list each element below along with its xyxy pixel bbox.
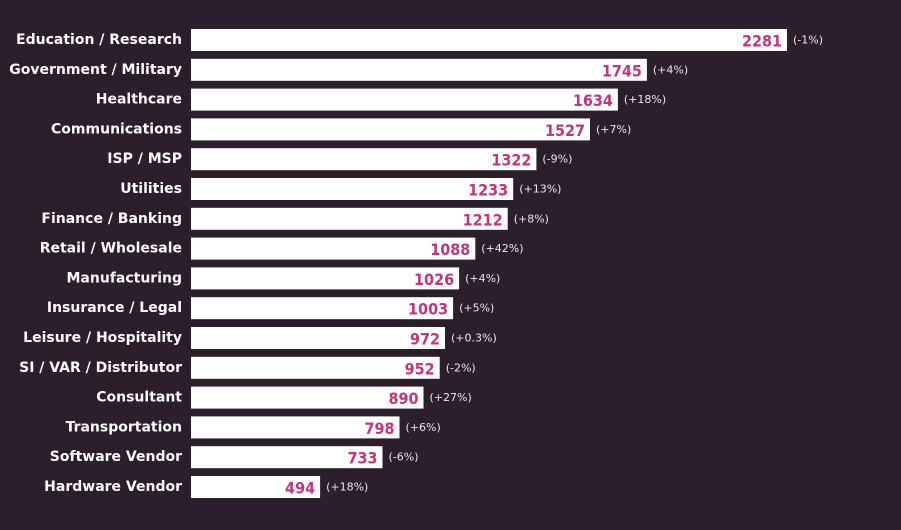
- bar: [191, 297, 454, 320]
- change-label: (+27%): [430, 391, 472, 404]
- category-label: Software Vendor: [50, 449, 182, 465]
- category-label: Education / Research: [16, 32, 182, 48]
- value-label: 1088: [430, 240, 470, 259]
- bar: [191, 29, 787, 51]
- change-label: (-2%): [446, 361, 476, 374]
- bar-row-leisure-hospitality: Leisure / Hospitality 972 (+0.3%): [23, 327, 497, 349]
- bar-row-isp-msp: ISP / MSP 1322 (-9%): [107, 148, 572, 171]
- bar-row-si-var-distributor: SI / VAR / Distributor 952 (-2%): [19, 356, 476, 379]
- change-label: (+6%): [406, 421, 441, 434]
- change-label: (+18%): [624, 93, 666, 106]
- change-label: (+8%): [514, 212, 549, 225]
- bar-row-education-research: Education / Research 2281 (-1%): [16, 29, 823, 51]
- change-label: (+5%): [459, 302, 494, 315]
- bar: [191, 416, 400, 439]
- bar-row-utilities: Utilities 1233 (+13%): [120, 178, 561, 200]
- category-label: ISP / MSP: [107, 151, 182, 167]
- value-label: 733: [347, 449, 377, 468]
- bar: [191, 58, 647, 81]
- bar-row-hardware-vendor: Hardware Vendor 494 (+18%): [44, 476, 368, 498]
- bar: [191, 178, 514, 200]
- value-label: 890: [388, 389, 418, 408]
- bar: [191, 207, 508, 230]
- bar: [191, 356, 440, 379]
- value-label: 1322: [491, 151, 531, 170]
- bar-row-transportation: Transportation 798 (+6%): [66, 416, 441, 439]
- category-label: Government / Military: [9, 62, 182, 78]
- value-label: 1233: [468, 181, 508, 200]
- category-label: Hardware Vendor: [44, 479, 182, 495]
- value-label: 972: [410, 330, 440, 349]
- bar: [191, 237, 476, 260]
- change-label: (+42%): [481, 242, 523, 255]
- bar-row-retail-wholesale: Retail / Wholesale 1088 (+42%): [40, 237, 524, 260]
- bar: [191, 327, 445, 349]
- category-label: Retail / Wholesale: [40, 241, 182, 257]
- value-label: 2281: [742, 32, 782, 51]
- change-label: (+18%): [326, 481, 368, 494]
- change-label: (-9%): [542, 153, 572, 166]
- category-label: Utilities: [120, 181, 182, 197]
- value-label: 1527: [545, 121, 585, 140]
- change-label: (+4%): [653, 63, 688, 76]
- bar: [191, 386, 424, 409]
- value-label: 494: [285, 479, 315, 498]
- category-label: Consultant: [96, 390, 182, 406]
- bar: [191, 476, 321, 498]
- change-label: (+0.3%): [451, 332, 497, 345]
- bar-row-finance-banking: Finance / Banking 1212 (+8%): [41, 207, 549, 230]
- bar: [191, 446, 383, 469]
- bar: [191, 267, 460, 290]
- value-label: 798: [364, 419, 394, 438]
- bar: [191, 148, 537, 171]
- value-label: 1634: [573, 91, 613, 110]
- category-label: Transportation: [66, 419, 182, 435]
- category-label: Finance / Banking: [41, 211, 182, 227]
- category-label: SI / VAR / Distributor: [19, 360, 182, 376]
- bar-row-insurance-legal: Insurance / Legal 1003 (+5%): [47, 297, 494, 320]
- change-label: (-6%): [389, 451, 419, 464]
- bar-row-communications: Communications 1527 (+7%): [51, 118, 631, 141]
- category-label: Leisure / Hospitality: [23, 330, 182, 346]
- change-label: (+4%): [465, 272, 500, 285]
- bar-row-manufacturing: Manufacturing 1026 (+4%): [67, 267, 500, 290]
- change-label: (+13%): [519, 183, 561, 196]
- bar-row-software-vendor: Software Vendor 733 (-6%): [50, 446, 419, 469]
- bar: [191, 118, 590, 141]
- change-label: (+7%): [596, 123, 631, 136]
- value-label: 1003: [408, 300, 448, 319]
- bar: [191, 88, 618, 111]
- bar-rows: Education / Research 2281 (-1%) Government …: [9, 29, 823, 498]
- category-label: Healthcare: [96, 92, 182, 108]
- bar-row-consultant: Consultant 890 (+27%): [96, 386, 472, 409]
- bar-row-healthcare: Healthcare 1634 (+18%): [96, 88, 666, 111]
- value-label: 1745: [602, 61, 642, 80]
- category-label: Communications: [51, 121, 182, 137]
- bar-row-government-military: Government / Military 1745 (+4%): [9, 58, 688, 81]
- value-label: 952: [405, 359, 435, 378]
- value-label: 1212: [463, 210, 503, 229]
- category-label: Manufacturing: [67, 270, 183, 286]
- value-label: 1026: [414, 270, 454, 289]
- change-label: (-1%): [793, 34, 823, 47]
- category-label: Insurance / Legal: [47, 300, 182, 316]
